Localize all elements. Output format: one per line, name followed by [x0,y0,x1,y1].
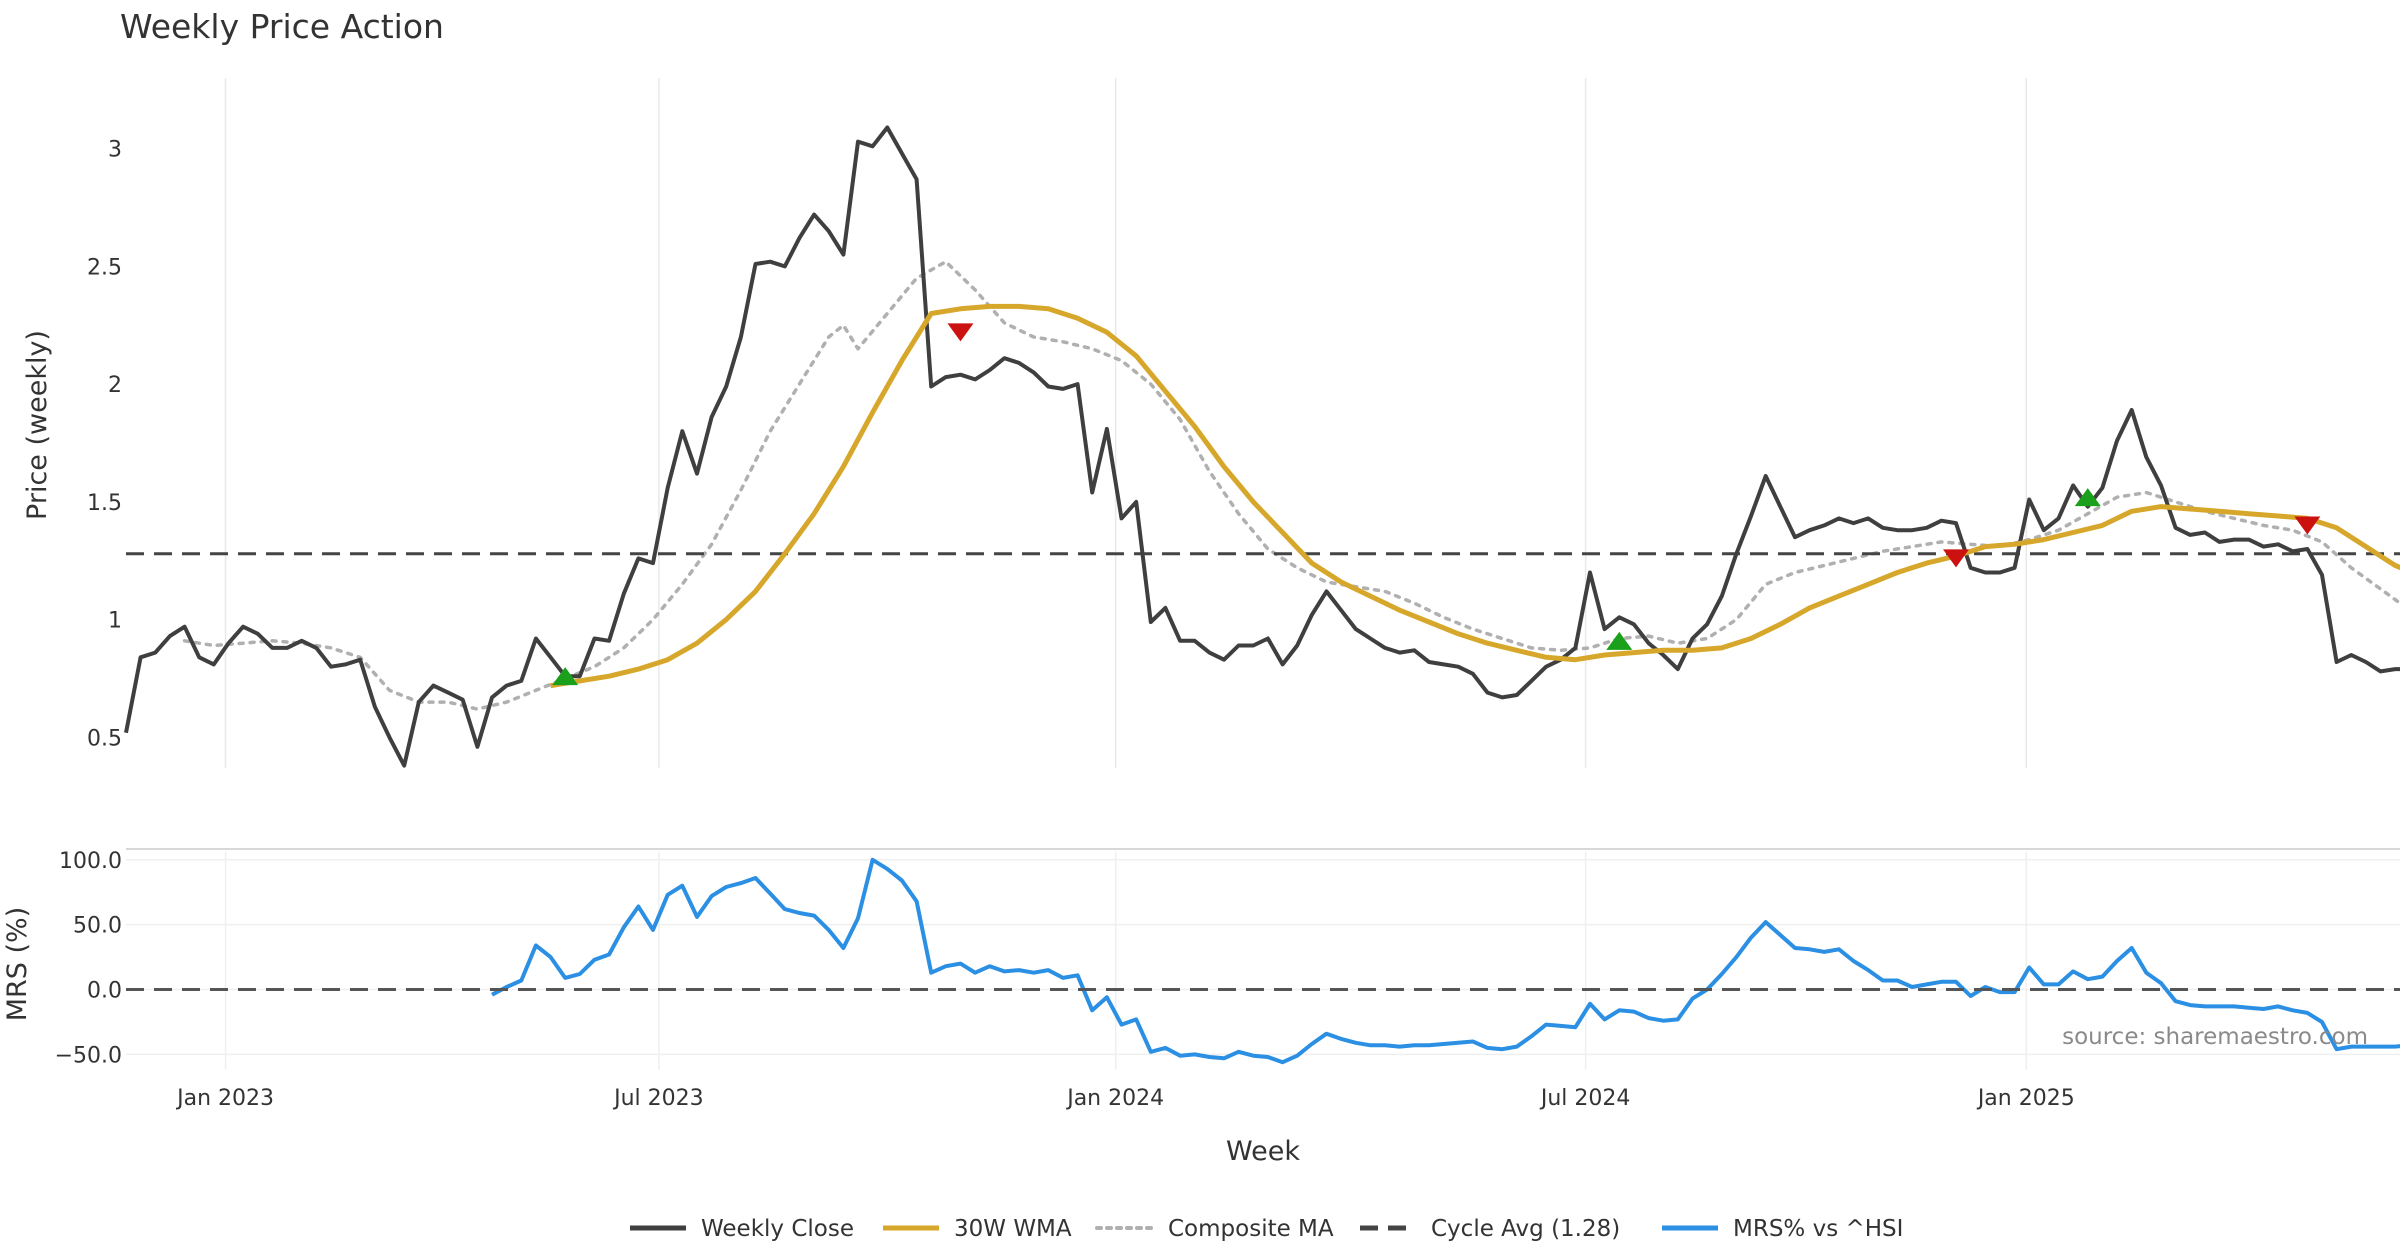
price-y-tick-label: 1 [108,609,122,634]
x-tick-label: Jul 2023 [612,1086,704,1111]
x-axis-title: Week [1226,1136,1300,1167]
price-y-tick-label: 3 [108,138,122,163]
buy-signal-marker [2074,488,2101,507]
x-tick-label: Jan 2025 [1976,1086,2075,1111]
x-tick-label: Jan 2023 [175,1086,274,1111]
mrs-y-tick-label: 0.0 [87,979,122,1004]
price-y-tick-label: 2 [108,373,122,398]
data-series [124,125,2400,1065]
legend: Weekly Close 30W WMA Composite MA Cycle Avg… [630,1216,1903,1242]
weekly-close-line [124,125,2400,768]
legend-label-mrs-vs-hsi: MRS% vs ^HSI [1733,1216,1903,1242]
chart-title: Weekly Price Action [120,7,444,46]
legend-label-weekly-close: Weekly Close [701,1216,854,1242]
x-tick-label: Jan 2024 [1065,1086,1164,1111]
buy-signal-marker [552,667,579,686]
composite-ma-line [182,259,2400,711]
legend-label-cycle-avg-1-28: Cycle Avg (1.28) [1431,1216,1620,1242]
sell-signal-marker [2294,516,2321,535]
buy-signal-marker [1606,631,1633,650]
mrs-hsi-line [491,857,2400,1065]
signal-markers [552,323,2321,686]
mrs-y-tick-label: −50.0 [55,1043,122,1068]
price-y-tick-label: 2.5 [87,255,122,280]
source-label: source: sharemaestro.com [2062,1024,2368,1050]
legend-label-30w-wma: 30W WMA [954,1216,1072,1242]
mrs-y-axis-title: MRS (%) [2,907,33,1022]
grid-lines [126,78,2400,1070]
mrs-y-tick-label: 50.0 [73,914,122,939]
sell-signal-marker [947,323,974,342]
x-tick-label: Jul 2024 [1539,1086,1631,1111]
price-y-tick-label: 0.5 [87,726,122,751]
sell-signal-marker [1943,549,1969,568]
price-y-axis-title: Price (weekly) [22,330,53,520]
mrs-y-tick-label: 100.0 [59,849,122,874]
price-y-tick-label: 1.5 [87,491,122,516]
wma-30w-line [550,303,2400,689]
legend-label-composite-ma: Composite MA [1168,1216,1334,1242]
axes: 0.5 1 1.5 2 2.5 3 100.0 50.0 0.0 −50.0 Jan 2023 Jul… [2,7,2368,1167]
